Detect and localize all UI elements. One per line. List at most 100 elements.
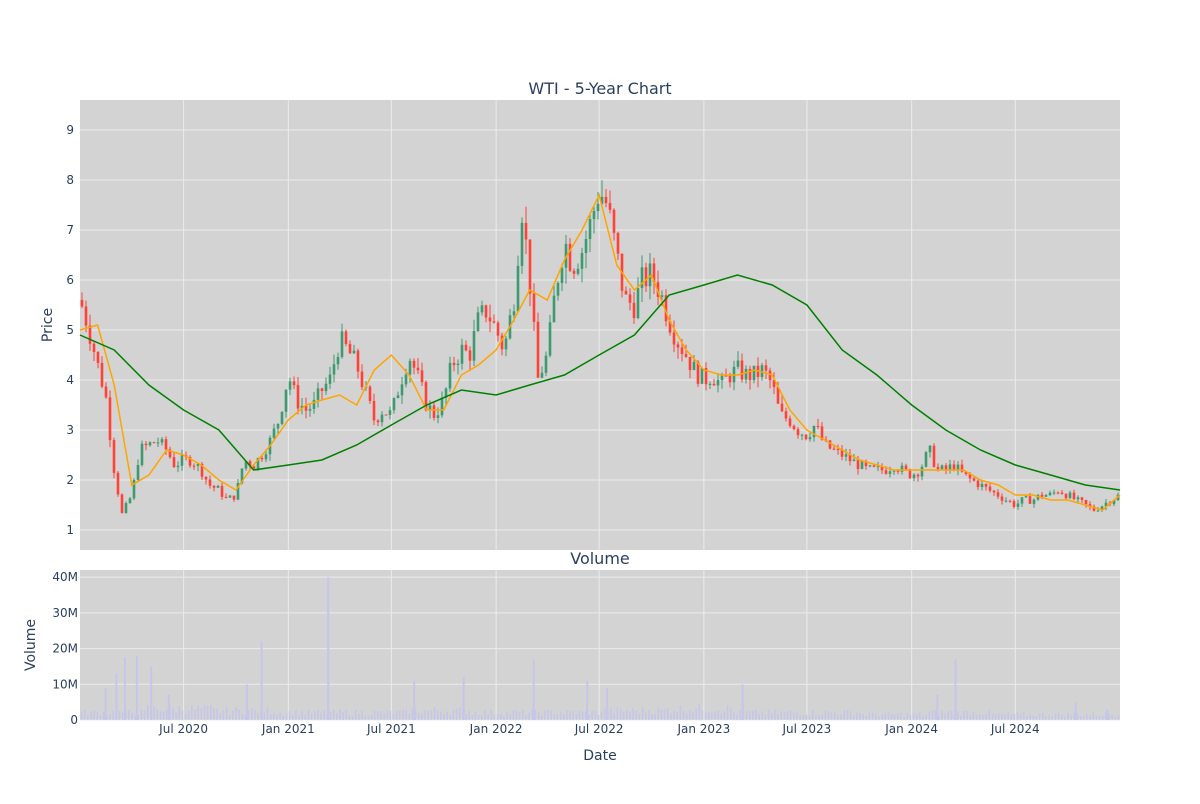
volume-bar	[250, 708, 253, 720]
date-x-tick-label: Jan 2022	[469, 722, 523, 736]
volume-bar	[1111, 714, 1113, 720]
volume-bar	[972, 711, 975, 720]
candle-body	[1004, 500, 1008, 502]
candle-body	[608, 203, 612, 210]
volume-bar	[354, 709, 357, 720]
volume-bar	[915, 714, 918, 720]
candle-body	[1052, 492, 1056, 494]
volume-bar	[414, 708, 417, 720]
candle-body	[920, 466, 924, 477]
volume-bar	[758, 714, 760, 720]
candle-body	[852, 459, 856, 462]
candle-body	[400, 384, 404, 396]
volume-bar	[481, 715, 483, 720]
volume-subplot-title: Volume	[570, 549, 630, 568]
volume-bar	[386, 710, 389, 720]
volume-bar	[411, 708, 414, 720]
volume-bar	[440, 711, 442, 720]
candle-body	[476, 312, 480, 332]
candle-body	[844, 454, 848, 457]
volume-bar	[919, 712, 921, 720]
volume-bar	[336, 712, 338, 720]
price-y-tick-label: 9	[66, 123, 74, 137]
volume-bar	[528, 712, 530, 720]
volume-bar	[436, 710, 439, 720]
candle-body	[164, 439, 168, 450]
candle-body	[1020, 497, 1024, 504]
volume-spike-bar	[135, 655, 138, 720]
candle-body	[336, 356, 340, 365]
candle-body	[416, 367, 420, 371]
price-y-tick-label: 5	[66, 323, 74, 337]
candle-body	[720, 375, 724, 381]
volume-bar	[780, 711, 783, 720]
candle-body	[648, 263, 652, 287]
volume-bar	[1105, 712, 1107, 720]
volume-bar	[581, 711, 584, 720]
volume-bar	[726, 705, 729, 720]
volume-bar	[997, 713, 1000, 720]
candle-body	[388, 410, 392, 415]
volume-bar	[471, 714, 474, 720]
volume-bar	[808, 715, 811, 720]
volume-bar	[874, 714, 877, 720]
candle-body	[412, 360, 416, 368]
volume-bar	[566, 710, 568, 720]
volume-bar	[307, 709, 310, 720]
volume-bar	[695, 708, 697, 720]
volume-bar	[282, 715, 285, 720]
volume-bar	[121, 712, 124, 720]
volume-bar	[572, 711, 575, 720]
volume-bar	[232, 710, 234, 720]
candle-body	[516, 265, 520, 312]
candle-body	[944, 465, 948, 470]
candle-body	[408, 360, 412, 375]
volume-bar	[685, 713, 688, 720]
candle-body	[868, 465, 872, 467]
candle-body	[712, 383, 716, 386]
candle-body	[540, 372, 544, 378]
volume-bar	[1041, 712, 1044, 720]
candle-body	[160, 439, 164, 443]
date-x-tick-label: Jul 2021	[366, 722, 416, 736]
volume-bar	[487, 714, 489, 720]
volume-bar	[1038, 713, 1041, 720]
candle-body	[692, 361, 696, 371]
candle-body	[984, 483, 988, 487]
volume-bar	[288, 711, 291, 720]
volume-bar	[389, 710, 392, 720]
candle-body	[1040, 494, 1044, 497]
candle-body	[1064, 494, 1068, 499]
volume-bar	[1029, 713, 1031, 720]
volume-bar	[1048, 715, 1050, 720]
volume-bar	[181, 710, 184, 720]
volume-bar	[770, 712, 773, 720]
candle-body	[788, 418, 792, 426]
candle-body	[916, 474, 920, 477]
volume-bar	[172, 707, 174, 720]
volume-y-tick-label: 20M	[52, 642, 78, 656]
volume-bar	[1004, 714, 1006, 720]
candle-body	[1072, 492, 1076, 500]
candle-body	[680, 347, 684, 355]
volume-bar	[534, 709, 537, 720]
candle-body	[956, 464, 960, 470]
volume-bar	[263, 712, 266, 720]
date-x-tick-label: Jul 2023	[781, 722, 831, 736]
volume-bar	[320, 712, 322, 720]
volume-bar	[802, 715, 805, 720]
volume-bar	[1026, 715, 1028, 720]
candle-body	[492, 321, 496, 323]
volume-bar	[1054, 713, 1057, 720]
candle-body	[288, 381, 292, 390]
volume-bar	[900, 712, 902, 720]
volume-bar	[887, 712, 890, 720]
short-moving-average-line	[79, 192, 1121, 511]
volume-bar	[443, 713, 445, 720]
volume-bar	[975, 714, 978, 720]
candle-body	[604, 196, 608, 204]
volume-bar	[868, 713, 871, 720]
candle-body	[512, 311, 516, 316]
volume-bar	[241, 714, 244, 720]
volume-bar	[837, 714, 839, 720]
